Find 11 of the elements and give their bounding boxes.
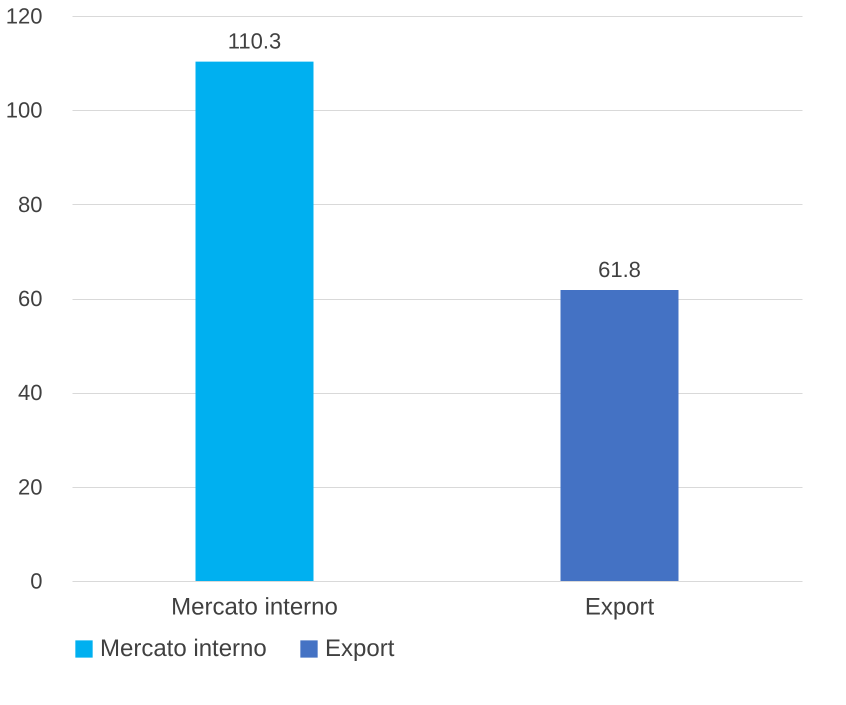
data-label: 61.8: [598, 257, 641, 282]
y-tick-label: 40: [18, 380, 42, 406]
y-tick-label: 0: [30, 568, 42, 594]
y-tick-label: 60: [18, 286, 42, 311]
legend-label: Export: [325, 635, 395, 662]
y-tick-label: 20: [18, 474, 42, 500]
legend-label: Mercato interno: [100, 635, 267, 662]
y-tick-label: 120: [6, 4, 42, 28]
data-label: 110.3: [228, 28, 282, 54]
y-tick-label: 100: [6, 98, 42, 123]
y-tick-label: 80: [18, 192, 42, 217]
